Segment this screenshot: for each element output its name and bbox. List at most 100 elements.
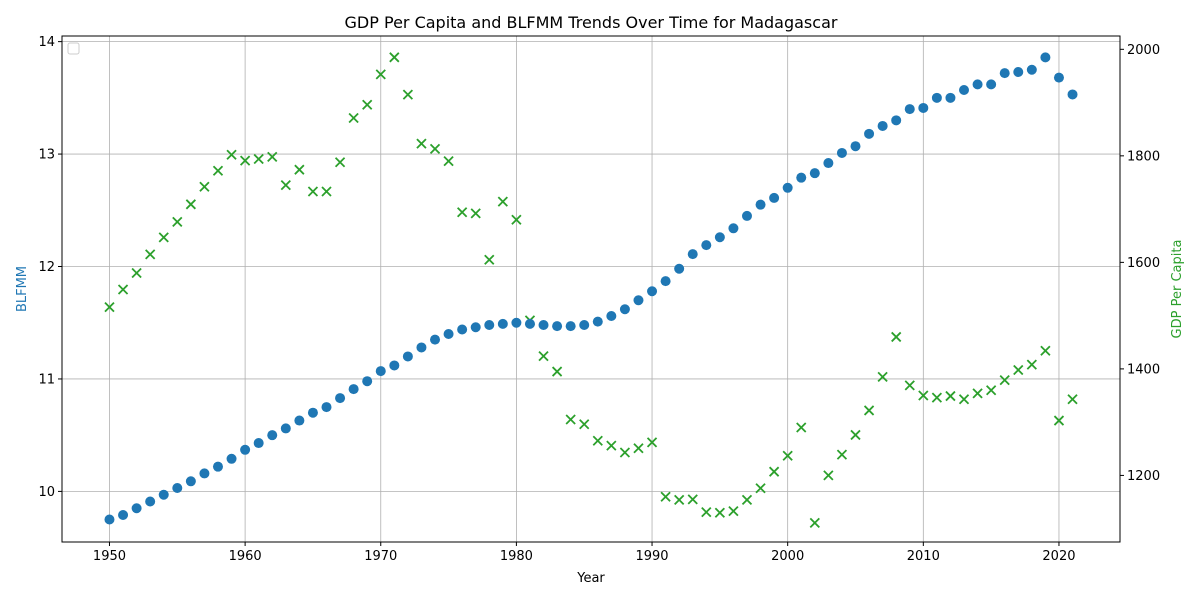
right-tick-label: 1400	[1127, 362, 1160, 377]
blfmm-point	[497, 318, 508, 329]
blfmm-point	[1067, 89, 1078, 100]
blfmm-point	[185, 476, 196, 487]
blfmm-point	[836, 147, 847, 158]
gdp-point	[267, 151, 278, 163]
blfmm-point	[904, 104, 915, 115]
x-tick-label: 1980	[500, 549, 533, 564]
blfmm-point	[728, 223, 739, 234]
blfmm-point	[511, 317, 522, 328]
blfmm-point	[999, 68, 1010, 79]
blfmm-point	[877, 120, 888, 131]
x-axis-ticks: 1950 1960 1970 1980 1990 2000 2010 2020	[93, 542, 1076, 564]
gdp-point	[551, 366, 563, 377]
blfmm-point	[430, 334, 441, 345]
left-tick-label: 11	[38, 372, 55, 387]
gdp-point	[606, 440, 617, 451]
left-tick-label: 12	[38, 260, 55, 275]
gdp-point	[768, 466, 780, 477]
blfmm-point	[416, 342, 427, 353]
gdp-point	[782, 450, 793, 461]
gdp-point	[199, 181, 210, 192]
gdp-point	[497, 196, 508, 207]
x-tick-label: 2020	[1042, 549, 1075, 564]
blfmm-point	[850, 141, 861, 152]
right-tick-label: 2000	[1127, 43, 1160, 58]
blfmm-point	[226, 453, 237, 464]
blfmm-point	[172, 483, 183, 494]
blfmm-point	[945, 92, 956, 103]
blfmm-point	[294, 415, 305, 426]
blfmm-point	[809, 168, 820, 179]
blfmm-point	[402, 351, 413, 362]
blfmm-point	[592, 316, 603, 327]
gdp-point	[918, 390, 929, 401]
gdp-point	[646, 437, 658, 448]
gdp-point	[796, 422, 807, 433]
blfmm-point	[470, 322, 481, 333]
gdp-point	[253, 153, 264, 165]
blfmm-point	[796, 172, 807, 183]
blfmm-point	[647, 286, 658, 297]
right-axis-label: GDP Per Capita	[1170, 240, 1185, 339]
blfmm-point	[538, 319, 549, 330]
blfmm-point	[199, 468, 210, 479]
x-tick-label: 1970	[364, 549, 397, 564]
gdp-point	[362, 99, 373, 110]
gdp-point	[850, 429, 861, 441]
blfmm-point	[565, 321, 576, 332]
blfmm-point	[212, 461, 223, 472]
gdp-point	[687, 494, 698, 505]
blfmm-point	[1040, 52, 1051, 63]
blfmm-point	[864, 128, 875, 139]
gdp-point	[145, 249, 156, 260]
gdp-point	[429, 143, 441, 155]
gdp-point	[741, 494, 753, 506]
gdp-point	[443, 156, 454, 167]
left-tick-label: 14	[38, 35, 55, 50]
left-tick-label: 13	[38, 148, 55, 163]
gdp-point	[863, 405, 875, 416]
chart-title: GDP Per Capita and BLFMM Trends Over Tim…	[345, 13, 838, 32]
blfmm-point	[619, 304, 630, 315]
blfmm-point	[524, 318, 535, 329]
gdp-series	[104, 52, 1078, 528]
gdp-point	[158, 232, 169, 243]
blfmm-point	[986, 79, 997, 90]
gdp-point	[1026, 359, 1037, 370]
gdp-point	[579, 419, 590, 430]
gdp-point	[891, 331, 902, 343]
blfmm-point	[959, 84, 970, 95]
blfmm-point	[348, 384, 359, 395]
gdp-point	[538, 350, 549, 362]
gdp-point	[660, 491, 671, 502]
gdp-point	[592, 435, 603, 446]
blfmm-point	[484, 319, 495, 330]
blfmm-point	[823, 158, 834, 169]
blfmm-point	[606, 310, 617, 321]
blfmm-point	[755, 199, 766, 210]
gdp-point	[1053, 415, 1065, 426]
right-tick-label: 1800	[1127, 149, 1160, 164]
gdp-point	[484, 254, 495, 265]
gdp-point	[172, 216, 183, 228]
blfmm-point	[1026, 64, 1037, 75]
gdp-point	[986, 385, 997, 396]
gdp-point	[714, 507, 725, 518]
gdp-point	[999, 374, 1010, 386]
blfmm-point	[104, 514, 115, 525]
gdp-point	[619, 447, 631, 458]
blfmm-point	[158, 489, 169, 500]
gdp-point	[416, 138, 427, 149]
blfmm-point	[931, 92, 942, 103]
blfmm-point	[307, 407, 318, 418]
gdp-point	[931, 392, 943, 403]
blfmm-point	[660, 276, 671, 287]
gdp-point	[728, 505, 739, 517]
gdp-point	[674, 494, 685, 506]
blfmm-point	[1013, 66, 1024, 77]
x-tick-label: 1950	[93, 549, 126, 564]
right-tick-label: 1600	[1127, 256, 1160, 271]
gdp-point	[402, 89, 414, 100]
